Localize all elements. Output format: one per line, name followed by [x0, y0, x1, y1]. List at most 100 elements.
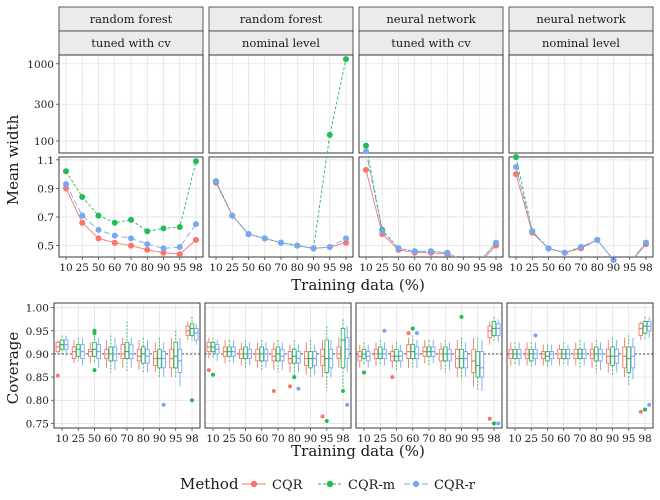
x-tick-label: 90 — [157, 262, 170, 274]
box-cqr — [622, 346, 627, 369]
data-point-cqr-m — [63, 168, 69, 175]
data-point-cqr-r — [160, 245, 167, 252]
x-tick-label: 90 — [457, 262, 470, 274]
outlier-cqr-m — [292, 375, 297, 380]
box-cqr-m — [189, 323, 195, 336]
series-line-cqr-r — [215, 181, 347, 249]
data-point-cqr — [160, 249, 167, 256]
strip-bottom-label: tuned with cv — [91, 36, 171, 50]
x-tick-label: 80 — [291, 262, 304, 274]
x-tick-label: 80 — [288, 433, 301, 445]
box-cqr — [438, 348, 444, 362]
outlier-cqr — [390, 375, 395, 380]
x-tick-label: 98 — [638, 433, 651, 445]
data-point-cqr-m — [513, 154, 519, 160]
legend-key-point-cqr — [250, 480, 258, 488]
top-x-axis-label: Training data (%) — [291, 276, 425, 294]
x-tick-label: 10 — [509, 262, 522, 274]
data-point-cqr-r — [395, 245, 402, 252]
box-cqr-m — [394, 348, 399, 362]
x-tick-label: 25 — [526, 262, 539, 274]
y-tick-label: 1.1 — [37, 155, 54, 167]
coverage-panel: 10 25 50 60 70 80 90 95 98 — [506, 302, 654, 445]
x-tick-label: 70 — [120, 433, 133, 445]
strip-bottom — [508, 30, 654, 56]
x-tick-label: 60 — [558, 262, 571, 274]
outlier-cqr — [288, 384, 293, 389]
data-point-cqr-r — [245, 231, 252, 238]
data-point-cqr-m — [144, 228, 151, 235]
x-tick-label: 90 — [153, 433, 166, 445]
x-tick-label: 25 — [376, 262, 389, 274]
outlier-cqr-r — [533, 333, 538, 338]
strip-top-label: neural network — [386, 12, 476, 26]
x-tick-label: 90 — [607, 262, 620, 274]
data-point-cqr-m — [193, 158, 199, 165]
data-point-cqr — [79, 219, 86, 226]
y-tick-label: 1.00 — [26, 303, 49, 315]
x-tick-label: 25 — [374, 433, 387, 445]
strip-top — [508, 6, 654, 32]
x-tick-label: 70 — [424, 262, 437, 274]
x-tick-label: 25 — [226, 262, 239, 274]
outlier-cqr-m — [92, 368, 97, 373]
outlier-cqr-m — [324, 419, 329, 424]
x-tick-label: 50 — [239, 433, 252, 445]
data-point-cqr-r — [193, 221, 199, 228]
x-tick-label: 50 — [390, 433, 403, 445]
box-cqr-r — [161, 351, 166, 369]
outlier-cqr — [638, 409, 643, 414]
strip-bottom — [208, 30, 354, 56]
x-tick-label: 70 — [274, 262, 287, 274]
data-point-cqr — [193, 236, 199, 243]
data-point-cqr-r — [444, 249, 451, 256]
data-point-cqr — [95, 235, 102, 242]
outlier-cqr — [206, 368, 211, 373]
box-cqr-m — [626, 346, 632, 373]
outlier-cqr-m — [459, 314, 464, 319]
outlier-cqr — [55, 373, 60, 378]
box-cqr — [88, 348, 93, 357]
legend-key-point-cqr-m — [326, 480, 334, 488]
strip-top — [358, 6, 504, 32]
data-point-cqr-r — [229, 212, 236, 219]
width-panel: random forest nominal level 10 25 50 60 70 80 90… — [208, 6, 354, 274]
data-point-cqr-r — [578, 244, 584, 250]
box-cqr — [120, 344, 126, 360]
data-point-cqr-m — [343, 56, 349, 63]
y-tick-label: 1000 — [27, 59, 54, 71]
x-tick-label: 90 — [304, 433, 317, 445]
data-point-cqr-r — [128, 235, 134, 242]
data-point-cqr-r — [545, 245, 552, 252]
y-tick-label: 0.90 — [26, 349, 49, 361]
data-point-cqr-m — [363, 142, 369, 149]
data-point-cqr-r — [529, 228, 536, 235]
strip-top-label: neural network — [536, 12, 626, 26]
data-point-cqr-r — [326, 244, 333, 250]
box-cqr-m — [378, 346, 383, 360]
legend-label-cqr-r: CQR-r — [434, 478, 476, 493]
y-tick-label: 0.75 — [26, 418, 49, 430]
data-point-cqr-r — [111, 232, 118, 239]
box-cqr — [487, 325, 493, 339]
top-y-axis-label: Mean width — [4, 114, 22, 205]
strip-bottom-label: tuned with cv — [391, 36, 471, 50]
data-point-cqr-r — [363, 148, 369, 155]
y-tick-label: 0.80 — [26, 395, 49, 407]
data-point-cqr-r — [513, 164, 519, 170]
box-cqr-r — [414, 346, 420, 360]
x-tick-label: 25 — [76, 262, 89, 274]
outlier-cqr-m — [190, 398, 194, 403]
x-tick-label: 80 — [137, 433, 150, 445]
x-tick-label: 60 — [255, 433, 268, 445]
x-tick-label: 70 — [573, 433, 586, 445]
coverage-chart: 10 25 50 60 70 80 90 95 981.000.950.900.850.800.… — [26, 302, 654, 445]
strip-bottom — [58, 30, 204, 56]
x-tick-label: 50 — [92, 262, 105, 274]
data-point-cqr-r — [594, 236, 601, 243]
data-point-cqr-r — [261, 235, 268, 242]
outlier-cqr-m — [492, 421, 496, 426]
